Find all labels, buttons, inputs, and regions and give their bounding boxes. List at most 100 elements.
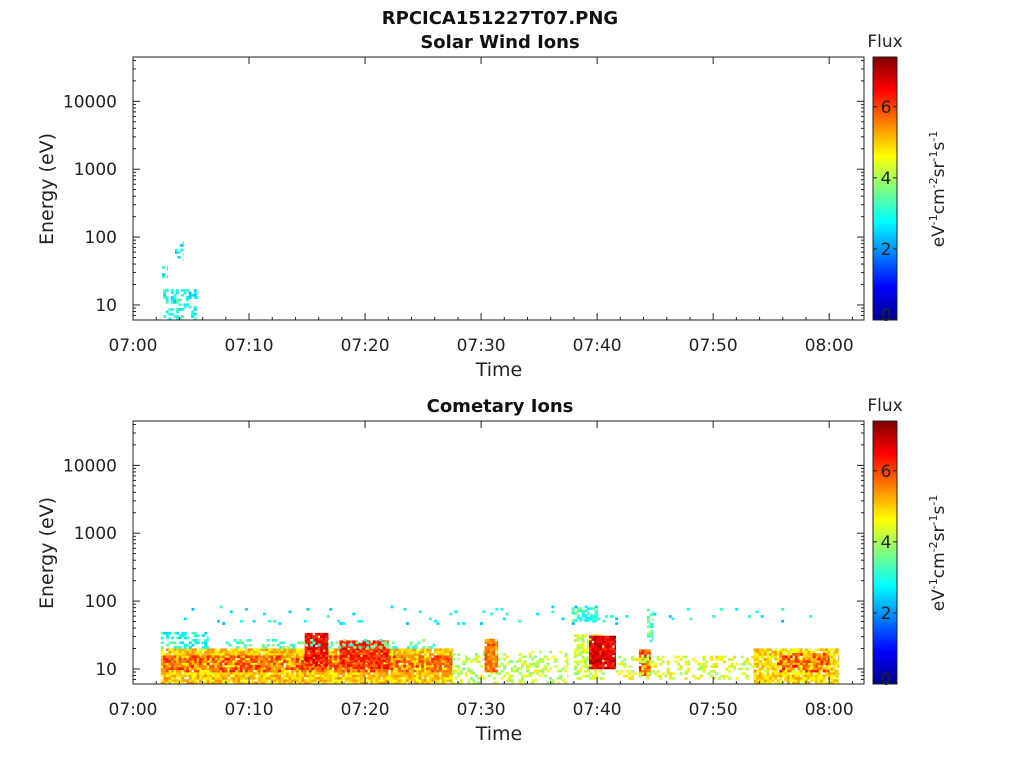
heatmap-cell <box>280 653 284 656</box>
heatmap-cell <box>173 646 177 649</box>
heatmap-cell <box>438 669 442 673</box>
heatmap-cell <box>740 672 744 675</box>
heatmap-cell <box>382 679 386 682</box>
heatmap-cell <box>293 676 297 680</box>
heatmap-cell <box>257 662 261 666</box>
heatmap-cell <box>817 681 821 685</box>
heatmap-cell <box>252 619 256 623</box>
heatmap-cell <box>398 660 401 663</box>
heatmap-cell <box>318 667 322 670</box>
heatmap-cell <box>817 676 821 680</box>
heatmap-cell <box>370 679 374 682</box>
heatmap-cell <box>280 648 284 652</box>
heatmap-cell <box>416 660 419 663</box>
heatmap-cell <box>521 679 524 682</box>
heatmap-cell <box>561 679 565 682</box>
heatmap-cell <box>176 636 180 640</box>
heatmap-cell <box>221 660 225 663</box>
heatmap-cell <box>756 657 760 661</box>
heatmap-cell <box>779 655 783 659</box>
heatmap-cell <box>503 667 506 671</box>
heatmap-cell <box>735 662 739 666</box>
heatmap-cell <box>804 655 808 659</box>
heatmap-cell <box>817 657 821 661</box>
heatmap-cell <box>444 655 447 659</box>
heatmap-cell <box>581 658 585 661</box>
heatmap-cell <box>250 657 253 661</box>
heatmap-cell <box>451 655 453 659</box>
heatmap-cell <box>599 645 603 648</box>
heatmap-cell <box>324 676 328 680</box>
heatmap-cell <box>229 650 233 654</box>
heatmap-cell <box>183 289 187 292</box>
heatmap-cell <box>647 608 650 612</box>
heatmap-cell <box>186 667 189 670</box>
heatmap-cell <box>766 657 770 661</box>
heatmap-cell <box>644 668 647 672</box>
heatmap-cell <box>291 660 294 663</box>
heatmap-cell <box>400 679 404 682</box>
heatmap-cell <box>487 660 490 663</box>
heatmap-cell <box>196 667 200 671</box>
heatmap-cell <box>234 676 238 680</box>
heatmap-cell <box>612 661 615 665</box>
heatmap-cell <box>423 679 427 682</box>
heatmap-cell <box>609 664 613 667</box>
heatmap-cell <box>789 679 793 682</box>
heatmap-cell <box>797 679 801 682</box>
heatmap-cell <box>646 666 650 669</box>
heatmap-cell <box>352 649 356 653</box>
heatmap-cell <box>766 667 770 671</box>
heatmap-cell <box>812 669 816 673</box>
heatmap-cell <box>326 615 330 618</box>
heatmap-cell <box>285 662 289 666</box>
heatmap-cell <box>160 655 164 659</box>
heatmap-cell <box>352 652 356 655</box>
heatmap-cell <box>227 669 231 673</box>
heatmap-cell <box>594 619 598 622</box>
heatmap-cell <box>165 667 169 670</box>
heatmap-cell <box>551 605 555 609</box>
heatmap-cell <box>405 660 409 663</box>
heatmap-cell <box>430 646 433 649</box>
heatmap-cell <box>756 665 760 668</box>
heatmap-cell <box>438 655 442 659</box>
heatmap-cell <box>250 681 254 685</box>
heatmap-cell <box>528 653 532 656</box>
heatmap-cell <box>444 657 447 661</box>
heatmap-cell <box>168 672 172 675</box>
heatmap-cell <box>199 667 202 671</box>
heatmap-cell <box>278 653 282 656</box>
heatmap-cell <box>646 663 650 667</box>
heatmap-cell <box>237 655 241 659</box>
heatmap-cell <box>204 660 207 663</box>
heatmap-cell <box>784 679 788 682</box>
heatmap-cell <box>342 667 345 671</box>
heatmap-cell <box>232 660 236 663</box>
heatmap-cell <box>306 669 310 673</box>
heatmap-cell <box>257 674 261 678</box>
heatmap-cell <box>320 661 323 665</box>
heatmap-cell <box>581 643 585 647</box>
heatmap-cell <box>457 672 461 675</box>
heatmap-cell <box>567 662 569 666</box>
heatmap-cell <box>769 676 772 680</box>
heatmap-cell <box>489 638 493 642</box>
heatmap-cell <box>181 648 185 652</box>
heatmap-cell <box>214 653 218 656</box>
heatmap-cell <box>362 679 366 682</box>
heatmap-cell <box>204 639 208 642</box>
heatmap-cell <box>392 655 396 659</box>
heatmap-cell <box>173 631 177 635</box>
heatmap-cell <box>201 648 205 652</box>
heatmap-cell <box>825 672 829 675</box>
heatmap-cell <box>227 662 230 666</box>
heatmap-cell <box>794 657 798 661</box>
heatmap-cell <box>766 665 770 668</box>
heatmap-cell <box>375 676 379 680</box>
heatmap-cell <box>308 669 312 673</box>
heatmap-cell <box>163 669 167 673</box>
heatmap-cell <box>296 669 299 673</box>
heatmap-cell <box>431 679 435 682</box>
plot-border <box>132 56 865 321</box>
